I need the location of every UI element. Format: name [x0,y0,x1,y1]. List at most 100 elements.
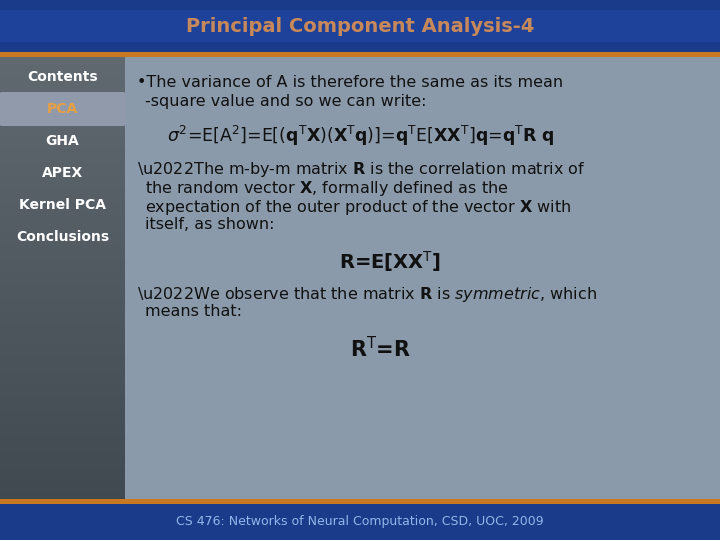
Bar [0,140,125,145]
Text: \u2022The m-by-m matrix $\mathbf{R}$ is the correlation matrix of: \u2022The m-by-m matrix $\mathbf{R}$ is … [137,160,585,179]
Bar [0,0,720,52]
Bar [0,73,125,79]
Bar [0,153,125,159]
Bar [0,255,125,260]
Bar [0,348,125,353]
Bar [0,467,125,472]
Bar [0,480,125,486]
Bar [0,326,125,331]
Bar [0,379,125,384]
Bar [0,158,125,163]
Bar [0,374,125,380]
Bar [0,273,125,278]
Bar [0,246,125,252]
Bar [0,499,720,504]
Bar [0,69,125,75]
Bar [0,193,125,198]
Bar [0,259,125,265]
Text: Kernel PCA: Kernel PCA [19,198,106,212]
Text: the random vector $\mathbf{X}$, formally defined as the: the random vector $\mathbf{X}$, formally… [145,179,508,198]
Bar [0,215,125,220]
Bar [0,471,125,477]
Bar [0,321,125,327]
Text: •The variance of A is therefore the same as its mean: •The variance of A is therefore the same… [137,75,563,90]
Bar [0,96,125,101]
Bar [0,317,125,322]
Bar [0,198,125,203]
Bar [0,127,125,132]
Bar [0,291,125,296]
Bar [0,281,125,287]
Text: itself, as shown:: itself, as shown: [145,217,274,232]
Bar [0,418,125,424]
Bar [0,431,125,437]
Text: Contents: Contents [27,70,98,84]
Bar [0,162,125,167]
Bar [0,100,125,106]
Bar [0,166,125,172]
Bar [0,83,125,88]
Bar [0,228,125,234]
Bar [0,224,125,230]
Bar [0,237,125,242]
Text: Conclusions: Conclusions [16,230,109,244]
Bar [0,485,125,490]
Bar [0,339,125,345]
Bar [0,352,125,357]
Bar [0,361,125,367]
Bar [0,494,125,499]
Bar [0,308,125,313]
Bar [0,454,125,459]
Bar [0,334,125,340]
Bar [0,180,125,185]
Bar [0,113,125,119]
Bar [0,264,125,269]
Bar [0,220,125,225]
Bar [0,233,125,238]
Bar [0,109,125,114]
Bar [0,366,125,371]
Bar [0,405,125,410]
Bar [0,188,125,194]
Bar [0,211,125,216]
Bar [0,118,125,123]
Bar [0,445,125,450]
Bar [0,295,125,300]
Bar [0,56,125,62]
Text: means that:: means that: [145,304,242,319]
Bar [0,356,125,362]
Text: \u2022We observe that the matrix $\mathbf{R}$ is $\mathit{symmetric}$, which: \u2022We observe that the matrix $\mathb… [137,285,597,304]
Bar [0,449,125,455]
Bar [0,87,125,92]
Bar [0,144,125,150]
Bar [0,57,720,499]
Text: PCA: PCA [47,102,78,116]
Bar [0,410,125,415]
Bar [0,458,125,464]
Bar [0,476,125,481]
Text: APEX: APEX [42,166,83,180]
Bar [0,52,720,57]
Bar [0,65,125,70]
Bar [0,60,125,66]
Bar [0,277,125,282]
Bar [0,78,125,84]
Text: $\mathbf{R}^\mathsf{T}$=$\mathbf{R}$: $\mathbf{R}^\mathsf{T}$=$\mathbf{R}$ [350,336,410,361]
Bar [0,441,125,446]
Text: CS 476: Networks of Neural Computation, CSD, UOC, 2009: CS 476: Networks of Neural Computation, … [176,516,544,529]
Bar [0,463,125,468]
Text: -square value and so we can write:: -square value and so we can write: [145,94,426,109]
Bar [0,427,125,433]
Bar [0,286,125,291]
Text: GHA: GHA [45,134,79,148]
Bar [0,489,125,495]
Bar [0,176,125,181]
Bar [0,184,125,190]
Bar [0,171,125,177]
Text: Principal Component Analysis-4: Principal Component Analysis-4 [186,17,534,36]
Bar [0,251,125,256]
Bar [0,303,125,309]
Bar [0,91,125,97]
Bar [0,388,125,393]
Bar [0,136,125,141]
